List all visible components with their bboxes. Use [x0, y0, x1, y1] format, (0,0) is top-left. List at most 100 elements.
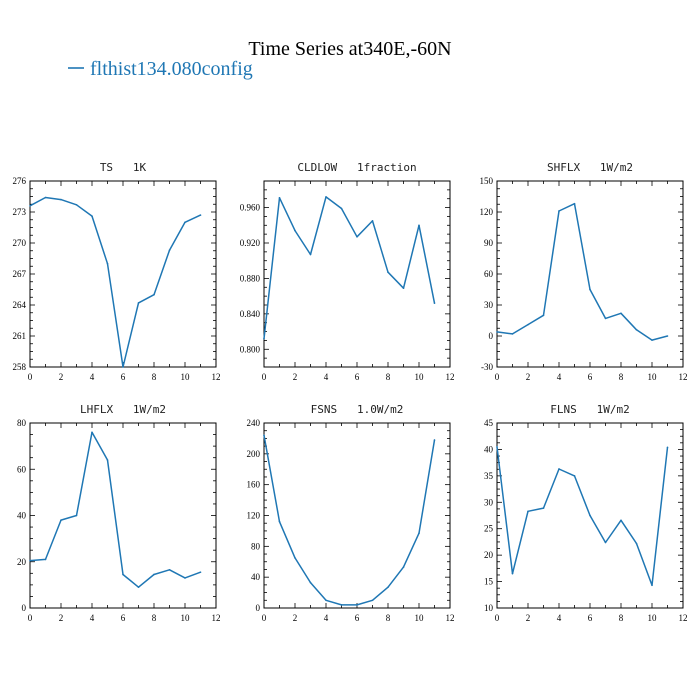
data-point	[294, 229, 296, 232]
x-tick-label: 6	[355, 613, 360, 623]
y-tick-label: 150	[480, 176, 494, 186]
data-point	[44, 196, 47, 199]
data-point	[122, 366, 124, 368]
y-tick-label: 20	[17, 557, 27, 567]
y-tick-label: 30	[484, 497, 494, 507]
y-tick-label: 258	[13, 362, 27, 372]
series-line	[496, 446, 669, 587]
x-tick-label: 10	[648, 613, 658, 623]
y-tick-label: -30	[481, 362, 493, 372]
y-tick-label: 160	[247, 480, 261, 490]
data-point	[666, 335, 669, 337]
x-tick-label: 10	[648, 372, 658, 382]
y-tick-label: 200	[247, 449, 261, 459]
x-tick-label: 12	[212, 372, 221, 382]
data-point	[433, 302, 436, 305]
y-tick-label: 40	[17, 511, 27, 521]
data-point	[263, 337, 265, 340]
data-point	[356, 604, 358, 606]
series-line	[29, 196, 201, 368]
data-point	[325, 196, 327, 198]
x-tick-label: 4	[90, 613, 95, 623]
data-point	[558, 210, 560, 212]
data-point	[356, 236, 358, 238]
data-point	[573, 475, 576, 477]
data-point	[651, 584, 653, 587]
y-tick-label: 276	[13, 176, 27, 186]
data-point	[635, 329, 638, 331]
y-tick-label: 261	[13, 331, 27, 341]
y-tick-label: 267	[13, 269, 27, 279]
x-tick-label: 6	[121, 372, 126, 382]
series-line	[29, 431, 201, 588]
data-point	[589, 288, 591, 291]
series-line	[263, 435, 436, 606]
data-point	[137, 302, 140, 304]
y-tick-label: 35	[484, 471, 494, 481]
data-point	[620, 519, 622, 522]
series-line	[263, 196, 436, 339]
y-tick-label: 0	[22, 603, 27, 613]
data-point	[91, 215, 93, 217]
plot-frame	[29, 422, 217, 609]
data-point	[294, 557, 296, 559]
data-point	[542, 507, 545, 509]
x-tick-label: 0	[28, 613, 33, 623]
y-tick-label: 15	[484, 577, 494, 587]
y-tick-label: 120	[480, 207, 494, 217]
x-tick-label: 2	[526, 613, 531, 623]
y-tick-label: 0.960	[240, 203, 261, 213]
data-point	[44, 558, 47, 561]
x-tick-label: 2	[293, 613, 298, 623]
data-point	[418, 224, 420, 227]
x-tick-label: 0	[262, 372, 267, 382]
x-tick-label: 12	[679, 372, 688, 382]
y-tick-label: 90	[484, 238, 494, 248]
y-tick-label: 40	[251, 572, 261, 582]
data-point	[496, 331, 498, 333]
y-tick-label: 40	[484, 444, 494, 454]
x-tick-label: 6	[355, 372, 360, 382]
y-tick-label: 120	[247, 511, 261, 521]
data-point	[371, 599, 374, 602]
chart-title: SHFLX 1W/m2	[547, 161, 633, 174]
chart-panel-6: FLNS 1W/m2 0 2 4 6 8 10 12 10 15 20 25 30 35 40 45	[484, 403, 688, 623]
y-tick-label: 270	[13, 238, 27, 248]
data-point	[527, 323, 529, 326]
y-tick-label: 30	[484, 300, 494, 310]
x-tick-label: 0	[495, 372, 500, 382]
data-point	[666, 446, 669, 449]
x-tick-label: 6	[588, 372, 593, 382]
data-point	[153, 293, 155, 296]
y-tick-label: 80	[251, 541, 261, 551]
data-point	[433, 439, 436, 441]
data-point	[418, 532, 420, 535]
y-tick-label: 0.920	[240, 238, 261, 248]
legend-label: flthist134.080config	[90, 58, 253, 80]
x-tick-label: 8	[619, 372, 624, 382]
y-tick-label: 0.840	[240, 309, 261, 319]
x-tick-label: 12	[446, 372, 455, 382]
chart-panel-2: CLDLOW 1fraction 0 2 4 6 8 10 12 0.800 0.840 0.880…	[240, 161, 455, 382]
data-point	[199, 571, 202, 573]
figure-title: Time Series at340E,-60N	[248, 38, 451, 60]
x-tick-label: 4	[90, 372, 95, 382]
x-tick-label: 10	[181, 613, 191, 623]
x-tick-label: 10	[415, 372, 425, 382]
plot-frame	[263, 180, 451, 368]
data-point	[263, 434, 265, 437]
data-point	[511, 333, 514, 335]
data-point	[168, 249, 171, 252]
plot-frame	[29, 180, 217, 368]
data-point	[106, 459, 109, 461]
x-tick-label: 8	[386, 613, 391, 623]
data-point	[309, 581, 312, 584]
y-tick-label: 0.880	[240, 273, 261, 283]
x-tick-label: 2	[293, 372, 298, 382]
data-point	[340, 604, 343, 606]
data-point	[340, 207, 343, 210]
data-point	[604, 317, 607, 320]
data-point	[60, 198, 62, 201]
data-point	[91, 431, 93, 434]
series-line	[496, 202, 668, 341]
